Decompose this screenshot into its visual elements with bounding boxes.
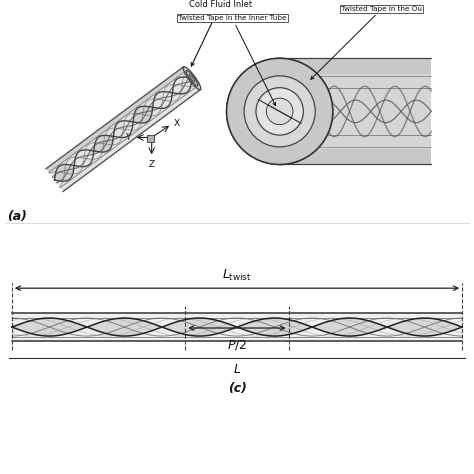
Polygon shape — [280, 58, 431, 164]
Ellipse shape — [186, 71, 198, 86]
Text: X: X — [174, 119, 180, 128]
Polygon shape — [46, 67, 201, 191]
Polygon shape — [94, 136, 113, 152]
Polygon shape — [133, 106, 153, 123]
Polygon shape — [162, 318, 237, 336]
Polygon shape — [87, 318, 162, 336]
Text: (c): (c) — [228, 382, 246, 394]
FancyBboxPatch shape — [147, 135, 154, 142]
Polygon shape — [162, 318, 237, 336]
Polygon shape — [55, 164, 74, 181]
Polygon shape — [387, 318, 462, 336]
PathPatch shape — [227, 58, 333, 164]
Polygon shape — [87, 318, 162, 336]
Ellipse shape — [227, 58, 333, 164]
Polygon shape — [312, 318, 387, 336]
Polygon shape — [133, 106, 153, 123]
Polygon shape — [312, 318, 387, 336]
Polygon shape — [55, 164, 74, 181]
Ellipse shape — [189, 74, 195, 82]
Ellipse shape — [266, 98, 293, 125]
Text: Twisted Tape in the Inner Tube: Twisted Tape in the Inner Tube — [178, 15, 287, 106]
Ellipse shape — [244, 76, 315, 147]
Text: Y: Y — [126, 133, 131, 142]
Polygon shape — [387, 318, 462, 336]
Text: $L_\mathrm{twist}$: $L_\mathrm{twist}$ — [222, 267, 252, 283]
Polygon shape — [280, 58, 431, 74]
Polygon shape — [94, 136, 113, 152]
Polygon shape — [12, 313, 462, 341]
Ellipse shape — [256, 88, 303, 135]
Ellipse shape — [183, 67, 201, 90]
Polygon shape — [12, 318, 87, 336]
Text: (a): (a) — [7, 210, 27, 222]
Polygon shape — [237, 318, 312, 336]
Text: Twisted Tape in the Ou: Twisted Tape in the Ou — [311, 6, 422, 79]
Polygon shape — [237, 318, 312, 336]
Text: Z: Z — [149, 160, 155, 169]
Text: Cold Fluid Inlet: Cold Fluid Inlet — [189, 0, 252, 66]
Text: $P/2$: $P/2$ — [227, 338, 247, 353]
Polygon shape — [46, 67, 186, 173]
Polygon shape — [12, 318, 87, 336]
Text: $L$: $L$ — [233, 363, 241, 375]
Polygon shape — [280, 148, 431, 164]
